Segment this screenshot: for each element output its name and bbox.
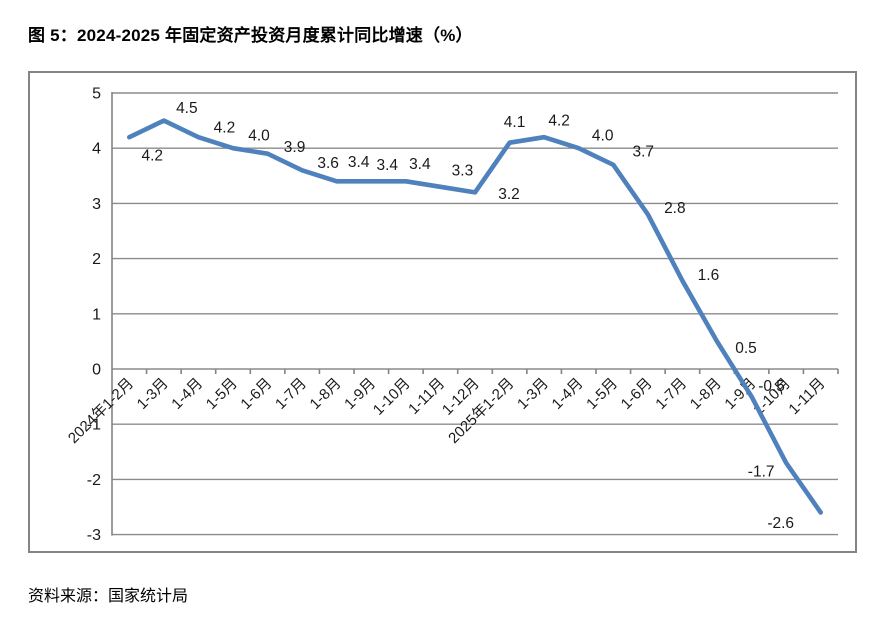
data-point-label: 3.3 [452, 162, 474, 179]
y-axis-tick-label: 2 [92, 251, 101, 268]
x-axis-category-label: 1-11月 [405, 375, 448, 418]
x-axis-category-label: 1-4月 [168, 375, 206, 413]
data-line [127, 118, 824, 515]
x-axis-category-label: 1-3月 [134, 375, 172, 413]
x-axis-category-label: 1-4月 [549, 375, 587, 413]
data-point-label: 4.2 [142, 148, 164, 165]
x-axis-category-label: 2024年1-2月 [65, 375, 137, 447]
y-axis-tick-label: 4 [92, 141, 101, 158]
data-point-label: 3.9 [284, 139, 306, 156]
data-point-label: 0.5 [735, 340, 757, 357]
x-axis-category-label: 1-6月 [618, 375, 656, 413]
data-point-label: 4.1 [504, 114, 526, 131]
x-axis-category-label: 1-10月 [370, 375, 414, 419]
x-axis-category-label: 1-5月 [203, 375, 241, 413]
data-point-label: 4.0 [248, 128, 270, 145]
y-axis-tick-label: -2 [87, 472, 101, 489]
data-point-label: 4.5 [176, 100, 198, 117]
data-point-label: 3.2 [498, 186, 520, 203]
data-point-label: 3.4 [348, 154, 370, 171]
chart-frame: 5 4 3 2 1 0 -1 -2 -3 2024年1-2月 1-3月 1-4月 1-5月 1-6月 1-7… [28, 71, 857, 553]
data-point-label: 2.8 [664, 200, 686, 217]
chart-canvas: 543210-1-2-32024年1-2月1-3月1-4月1-5月1-6月1-7… [65, 86, 839, 544]
data-point-label: 1.6 [698, 267, 720, 284]
data-point-label: -2.6 [767, 515, 794, 532]
data-point-label: 4.0 [592, 128, 614, 145]
data-point-label: 3.6 [317, 155, 339, 172]
y-axis-tick-label: 5 [92, 86, 101, 103]
data-point-label: 3.7 [633, 143, 655, 160]
data-point-label: -0.5 [758, 378, 785, 395]
y-axis-tick-label: 1 [92, 306, 101, 323]
data-point-label: 3.4 [377, 157, 399, 174]
y-axis-tick-label: -3 [87, 527, 101, 544]
x-axis-category-label: 1-7月 [652, 375, 690, 413]
x-axis-category-label: 1-5月 [583, 375, 621, 413]
x-axis-category-label: 1-8月 [687, 375, 725, 413]
x-axis-category-label: 1-11月 [785, 375, 828, 418]
x-axis-category-label: 1-7月 [272, 375, 310, 413]
figure-title: 图 5：2024-2025 年固定资产投资月度累计同比增速（%） [28, 26, 473, 45]
data-point-label: 4.2 [548, 113, 570, 130]
y-axis-tick-label: 0 [92, 362, 101, 379]
y-axis-tick-label: 3 [92, 196, 101, 213]
x-axis-category-label: 1-3月 [514, 375, 552, 413]
x-axis-category-label: 1-8月 [307, 375, 345, 413]
data-point-label: 4.2 [214, 120, 236, 137]
x-axis-category-label: 1-6月 [237, 375, 275, 413]
source-note: 资料来源：国家统计局 [28, 588, 189, 605]
data-point-label: 3.4 [409, 156, 431, 173]
data-point-label: -1.7 [748, 463, 775, 480]
y-axis-tick-label: -1 [87, 417, 101, 434]
